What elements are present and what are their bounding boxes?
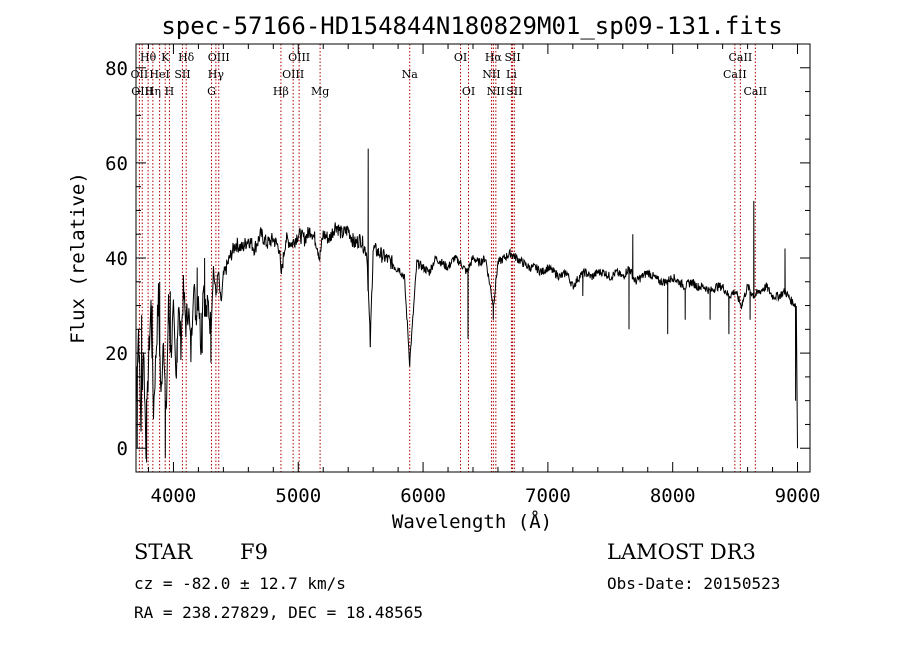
line-label-4: HeI (149, 68, 169, 81)
spectrum-line (135, 148, 798, 463)
line-label-18: OI (462, 85, 475, 98)
line-label-10: Hγ (208, 68, 225, 81)
y-tick-label-1: 20 (105, 343, 128, 365)
line-label-21: NII (487, 85, 505, 98)
line-label-3: Hη (145, 85, 161, 98)
y-tick-label-3: 60 (105, 153, 128, 175)
x-tick-label-1: 5000 (275, 485, 321, 507)
line-label-0: OII (131, 68, 149, 81)
y-tick-label-4: 80 (105, 58, 128, 80)
line-label-25: CaII (723, 68, 747, 81)
y-tick-label-2: 40 (105, 248, 128, 270)
x-axis-ticks: 4000 5000 6000 7000 8000 9000 (147, 44, 821, 507)
object-class: STAR (134, 540, 193, 564)
line-label-24: SII (506, 85, 522, 98)
x-axis-label: Wavelength (Å) (392, 510, 552, 533)
x-tick-label-0: 4000 (151, 485, 197, 507)
line-label-20: Hα (485, 51, 503, 64)
line-label-7: SII (174, 68, 190, 81)
line-label-23: SII (504, 51, 520, 64)
chart-title: spec-57166-HD154844N180829M01_sp09-131.f… (161, 12, 782, 40)
x-tick-label-2: 6000 (400, 485, 446, 507)
line-label-9: G (207, 85, 216, 98)
x-tick-label-4: 8000 (650, 485, 696, 507)
line-label-16: Na (402, 68, 419, 81)
line-label-11: OIII (208, 51, 230, 64)
survey-name: LAMOST DR3 (607, 540, 756, 564)
line-label-12: Hβ (273, 85, 289, 98)
line-label-13: OIII (282, 68, 304, 81)
redshift-velocity: cz = -82.0 ± 12.7 km/s (134, 574, 346, 593)
line-label-26: CaII (729, 51, 753, 64)
x-tick-label-5: 9000 (775, 485, 821, 507)
line-label-17: OI (454, 51, 467, 64)
line-label-27: CaII (743, 85, 767, 98)
line-label-5: K (161, 51, 170, 64)
object-subclass: F9 (240, 540, 268, 564)
line-label-6: H (165, 85, 175, 98)
coordinates: RA = 238.27829, DEC = 18.48565 (134, 603, 423, 622)
y-axis-ticks: 0 20 40 60 80 (105, 43, 810, 473)
x-tick-label-3: 7000 (525, 485, 571, 507)
spectrum-series (135, 148, 798, 463)
spectral-line-labels: OII OIII Hθ Hη HeI K H SII Hδ G Hγ OIII Hβ OIII OIII Mg… (131, 51, 768, 98)
y-axis-label: Flux (relative) (67, 172, 89, 344)
observation-date: Obs-Date: 20150523 (607, 574, 781, 593)
line-label-14: OIII (288, 51, 310, 64)
y-tick-label-0: 0 (117, 438, 128, 460)
line-label-15: Mg (311, 85, 329, 98)
line-label-2: Hθ (140, 51, 157, 64)
line-label-22: Li (506, 68, 517, 81)
line-label-19: NII (482, 68, 500, 81)
line-label-8: Hδ (178, 51, 195, 64)
line-label-1: OIII (131, 85, 153, 98)
